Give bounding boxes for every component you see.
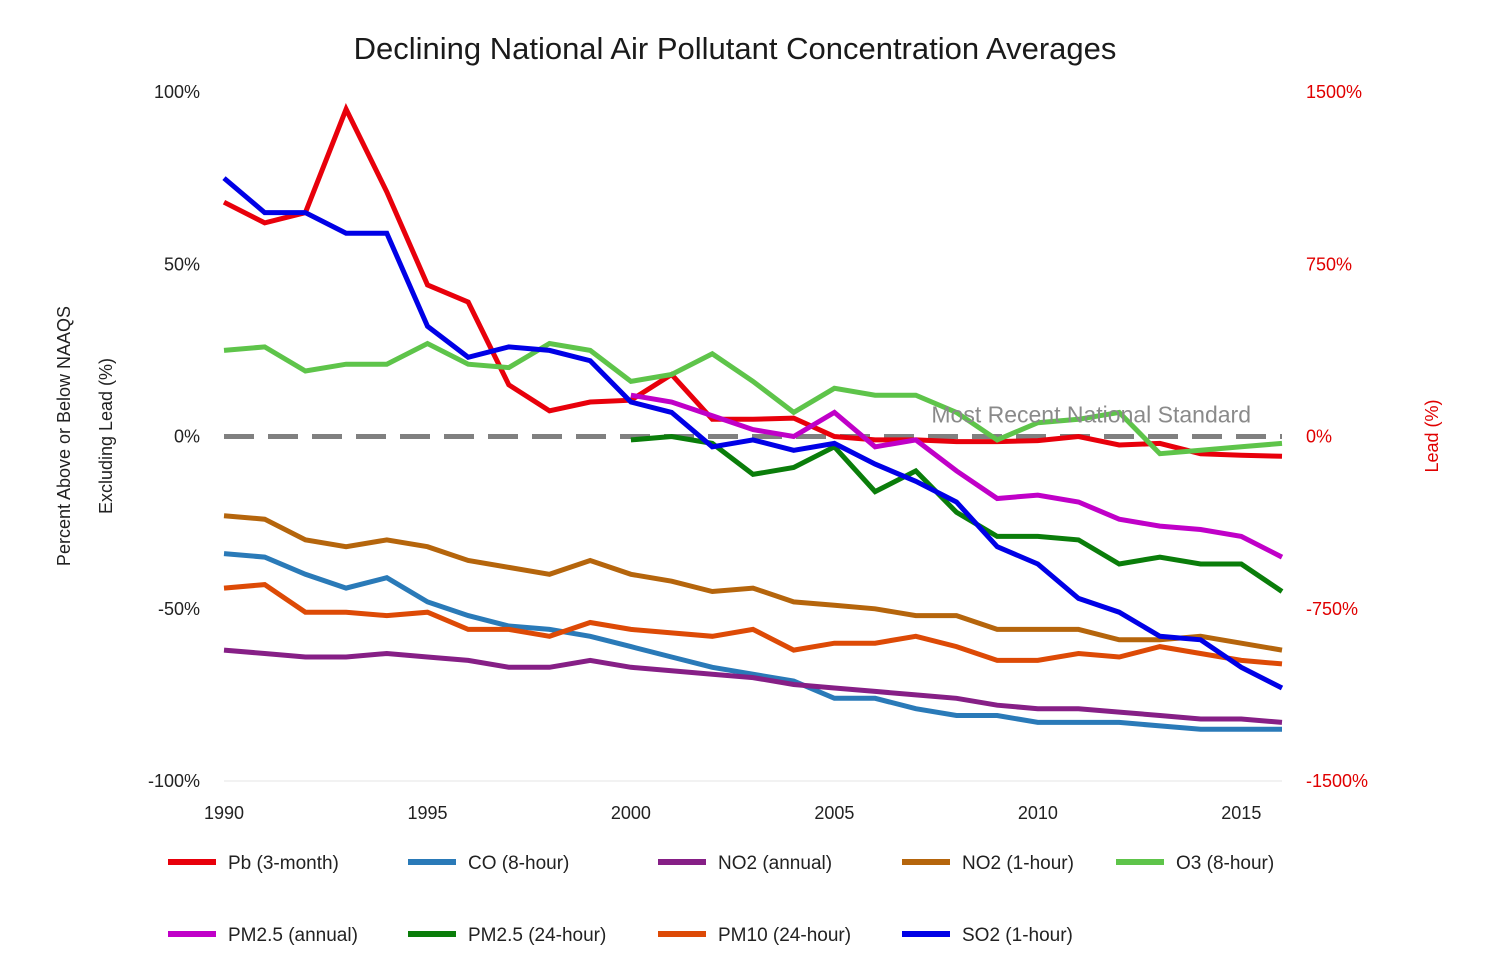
reference-line-label: Most Recent National Standard	[931, 402, 1251, 428]
x-tick-label: 2000	[611, 803, 651, 823]
y-tick-label: 0%	[174, 427, 200, 447]
series-line-pm2-5-24-hour	[630, 433, 1284, 594]
y-tick-label: -100%	[148, 771, 200, 791]
legend-label-so2-1-hour: SO2 (1-hour)	[962, 925, 1073, 946]
y2-tick-label: -1500%	[1306, 771, 1368, 791]
y-tick-label: -50%	[158, 599, 200, 619]
x-tick-label: 2010	[1018, 803, 1058, 823]
series-line-so2-1-hour	[222, 176, 1284, 691]
series-line-pb-3-month	[222, 103, 1283, 459]
x-tick-label: 1990	[204, 803, 244, 823]
y2-tick-label: 0%	[1306, 427, 1332, 447]
legend-label-no2-annual: NO2 (annual)	[718, 853, 832, 874]
series-line-no2-annual	[223, 647, 1283, 725]
y2-tick-label: 1500%	[1306, 82, 1362, 102]
series-line-no2-1-hour	[223, 513, 1283, 653]
y-tick-label: 100%	[154, 82, 200, 102]
series-line-pm2-5-annual	[630, 392, 1284, 560]
x-tick-label: 1995	[407, 803, 447, 823]
x-tick-label: 2015	[1221, 803, 1261, 823]
y2-tick-label: 750%	[1306, 254, 1352, 274]
legend-label-pb-3-month: Pb (3-month)	[228, 853, 339, 874]
y-axis-title-line1: Percent Above or Below NAAQS	[54, 306, 74, 566]
legend-label-pm10-24-hour: PM10 (24-hour)	[718, 925, 851, 946]
legend-label-pm2-5-annual: PM2.5 (annual)	[228, 925, 358, 946]
y-axis-title-line2: Excluding Lead (%)	[96, 358, 116, 514]
legend-label-no2-1-hour: NO2 (1-hour)	[962, 853, 1074, 874]
series-line-o3-8-hour	[223, 340, 1283, 457]
y-tick-label: 50%	[164, 254, 200, 274]
series-line-pm10-24-hour	[223, 582, 1283, 667]
legend-label-pm2-5-24-hour: PM2.5 (24-hour)	[468, 925, 606, 946]
y2-tick-label: -750%	[1306, 599, 1358, 619]
series-line-co-8-hour	[223, 551, 1282, 732]
chart-title: Declining National Air Pollutant Concent…	[354, 31, 1117, 66]
legend-label-o3-8-hour: O3 (8-hour)	[1176, 853, 1274, 874]
x-tick-label: 2005	[814, 803, 854, 823]
y2-axis-title: Lead (%)	[1422, 399, 1442, 472]
legend-label-co-8-hour: CO (8-hour)	[468, 853, 569, 874]
